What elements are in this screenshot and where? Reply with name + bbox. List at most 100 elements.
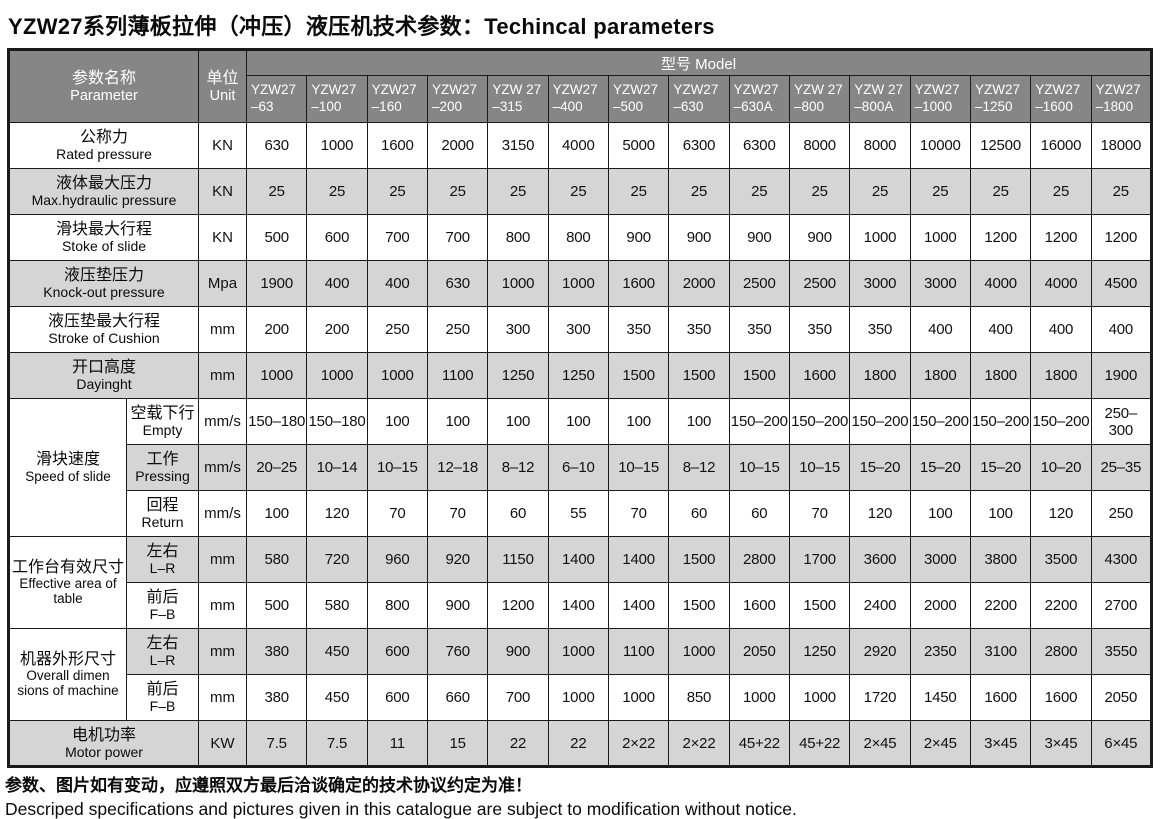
model-column-header: YZW27 –400 [547, 75, 609, 123]
value-cell: 1000 [788, 674, 851, 721]
value-cell: 1600 [969, 674, 1032, 721]
value-cell: 100 [547, 398, 609, 445]
value-cell: 150–200 [969, 398, 1032, 445]
model-column-header: YZW 27 –800A [849, 75, 911, 123]
value-cell: 150–200 [909, 398, 971, 445]
parameter-sub-label: 左右 L–R [125, 536, 200, 583]
value-cell: 10–15 [366, 444, 429, 491]
value-cell: 120 [1030, 490, 1092, 537]
value-cell: 1250 [547, 352, 609, 399]
value-cell: 900 [728, 214, 790, 261]
parameter-sub-label: 前后 F–B [125, 674, 200, 721]
footer-note-en: Descriped specifications and pictures gi… [5, 798, 797, 819]
model-column-header: YZW 27 –315 [487, 75, 549, 123]
value-cell: 25 [788, 168, 851, 215]
parameter-group-label: 机器外形尺寸 Overall dimen sions of machine [8, 628, 127, 721]
parameter-label: 电机功率 Motor power [7, 720, 200, 767]
value-cell: 1000 [909, 214, 971, 261]
value-cell: 250 [1090, 490, 1153, 537]
unit-cell: KN [198, 122, 248, 169]
value-cell: 6300 [728, 122, 790, 169]
value-cell: 120 [306, 490, 368, 537]
value-cell: 20–25 [246, 444, 308, 491]
model-column-header: YZW27 –630 [668, 75, 730, 123]
value-cell: 11 [366, 720, 429, 767]
value-cell: 900 [668, 214, 730, 261]
value-cell: 100 [246, 490, 308, 537]
value-cell: 1400 [547, 536, 609, 583]
model-column-header: YZW27 –1600 [1030, 75, 1092, 123]
value-cell: 200 [306, 306, 368, 353]
value-cell: 2700 [1090, 582, 1153, 629]
value-cell: 150–180 [306, 398, 368, 445]
value-cell: 15–20 [849, 444, 911, 491]
value-cell: 580 [306, 582, 368, 629]
value-cell: 1000 [547, 628, 609, 675]
unit-cell: mm [198, 306, 248, 353]
unit-cell: mm/s [198, 444, 248, 491]
value-cell: 15–20 [969, 444, 1032, 491]
table-row: 前后 F–B mm 500 580 800 900 1200 1400 1400 1500 1600 1… [8, 582, 1153, 629]
value-cell: 1720 [849, 674, 911, 721]
value-cell: 100 [426, 398, 489, 445]
value-cell: 2400 [849, 582, 911, 629]
parameter-label: 公称力 Rated pressure [7, 122, 200, 169]
value-cell: 600 [306, 214, 368, 261]
table-row: 机器外形尺寸 Overall dimen sions of machine 左右 L–… [8, 628, 1153, 721]
value-cell: 3600 [849, 536, 911, 583]
model-column-header: YZW27 –160 [366, 75, 429, 123]
value-cell: 400 [306, 260, 368, 307]
value-cell: 2800 [728, 536, 790, 583]
parameter-header-en: Parameter [70, 87, 138, 104]
parameter-sub-label: 前后 F–B [125, 582, 200, 629]
value-cell: 1500 [788, 582, 851, 629]
value-cell: 1450 [909, 674, 971, 721]
value-cell: 1000 [487, 260, 549, 307]
value-cell: 1500 [607, 352, 670, 399]
value-cell: 960 [366, 536, 429, 583]
table-header: 参数名称 Parameter 单位 Unit 型号 Model YZW27 –63… [7, 49, 1153, 123]
value-cell: 100 [487, 398, 549, 445]
value-cell: 4500 [1090, 260, 1153, 307]
value-cell: 25 [728, 168, 790, 215]
value-cell: 4000 [969, 260, 1032, 307]
value-cell: 900 [426, 582, 489, 629]
value-cell: 1700 [788, 536, 851, 583]
value-cell: 350 [849, 306, 911, 353]
value-cell: 720 [306, 536, 368, 583]
value-cell: 8000 [849, 122, 911, 169]
value-cell: 25 [366, 168, 429, 215]
parameter-label: 液压垫压力 Knock-out pressure [7, 260, 200, 307]
value-cell: 25–35 [1090, 444, 1153, 491]
value-cell: 2000 [668, 260, 730, 307]
value-cell: 100 [607, 398, 670, 445]
value-cell: 800 [547, 214, 609, 261]
value-cell: 25 [1090, 168, 1153, 215]
value-cell: 1800 [909, 352, 971, 399]
model-column-header: YZW27 –200 [426, 75, 489, 123]
table-row: 滑块最大行程 Stoke of slide KN 500 600 700 700 800 800… [7, 214, 1153, 261]
parameter-label: 液体最大压力 Max.hydraulic pressure [7, 168, 200, 215]
value-cell: 2×22 [607, 720, 670, 767]
value-cell: 400 [909, 306, 971, 353]
value-cell: 22 [487, 720, 549, 767]
table-row: 前后 F–B mm 380 450 600 660 700 1000 1000 850 1000 100… [8, 674, 1153, 721]
value-cell: 900 [607, 214, 670, 261]
unit-header-cell: 单位 Unit [198, 49, 248, 123]
value-cell: 2000 [426, 122, 489, 169]
footer-note-zh: 参数、图片如有变动，应遵照双方最后洽谈确定的技术协议约定为准！ [5, 776, 532, 795]
value-cell: 250 [426, 306, 489, 353]
parameter-header-zh: 参数名称 [72, 69, 137, 87]
value-cell: 400 [1090, 306, 1153, 353]
unit-cell: mm [198, 352, 248, 399]
value-cell: 2×22 [668, 720, 730, 767]
value-cell: 8000 [788, 122, 851, 169]
value-cell: 1200 [1030, 214, 1092, 261]
model-names-row: YZW27 –63 YZW27 –100 YZW27 –160 YZW27 –200 YZW 2… [9, 75, 1153, 123]
table-row: 回程 Return mm/s 100 120 70 70 60 55 70 60 60 70 120 100… [8, 490, 1153, 537]
value-cell: 70 [426, 490, 489, 537]
value-cell: 6×45 [1090, 720, 1153, 767]
value-cell: 250–300 [1090, 398, 1153, 445]
unit-cell: KN [198, 168, 248, 215]
